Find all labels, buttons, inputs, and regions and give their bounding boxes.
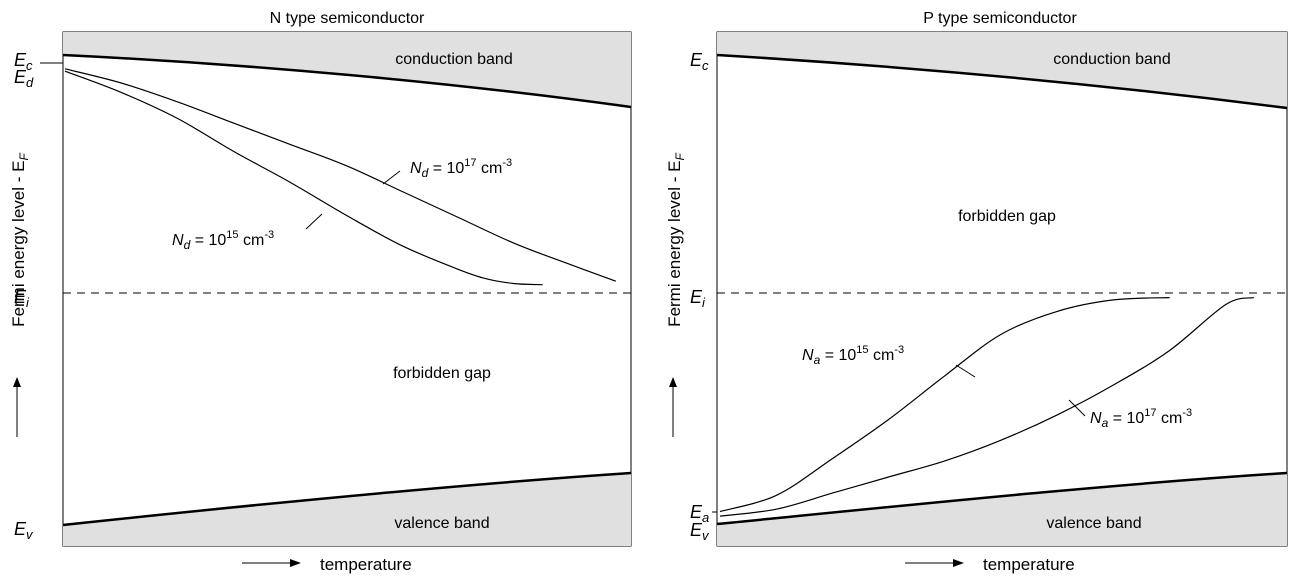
series-label-na-1e15: Na = 1015 cm-3 (802, 344, 904, 367)
level-label-ev: Ev (690, 520, 710, 543)
x-axis-label: temperature (320, 555, 412, 574)
level-label-ec: Ec (14, 50, 33, 73)
series-label-na-1e17: Na = 1017 cm-3 (1090, 407, 1192, 430)
x-axis-arrow (242, 559, 301, 567)
valence-band-edge-line (716, 471, 1288, 526)
panel-title: N type semiconductor (270, 10, 425, 27)
series-line-na-1e17 (719, 297, 1255, 517)
series-line-nd-1e15 (64, 70, 543, 286)
valence-band-region (63, 473, 631, 546)
level-label-ei: Ei (690, 287, 706, 310)
level-label-ec: Ec (690, 50, 709, 73)
x-axis-label: temperature (983, 555, 1075, 574)
leader-line-na-1e17 (1068, 399, 1086, 417)
valence-band-label: valence band (1046, 515, 1141, 532)
conduction-band-label: conduction band (395, 51, 512, 68)
leader-line-na-1e15 (955, 364, 976, 378)
forbidden-gap-label: forbidden gap (393, 365, 491, 382)
y-axis-arrow (13, 377, 21, 437)
series-label-nd-1e15: Nd = 1015 cm-3 (172, 229, 274, 252)
conduction-band-region (717, 32, 1287, 108)
y-axis-arrow (669, 377, 677, 437)
level-label-ei: Ei (14, 287, 30, 310)
valence-band-region (717, 473, 1287, 546)
series-line-nd-1e17 (64, 68, 617, 282)
valence-band-edge-line (62, 471, 632, 527)
leader-line-nd-1e15 (305, 213, 323, 230)
conduction-band-edge-line (716, 53, 1288, 110)
plot-frame (716, 31, 1288, 547)
panel-p-type: P type semiconductor conduction band for… (665, 10, 1288, 574)
conduction-band-edge-line (62, 53, 632, 109)
valence-band-label: valence band (394, 515, 489, 532)
panel-title: P type semiconductor (923, 10, 1077, 27)
forbidden-gap-label: forbidden gap (958, 208, 1056, 225)
leader-line-nd-1e17 (382, 170, 401, 185)
level-label-ev: Ev (14, 519, 34, 542)
y-axis-label: Fermi energy level - EF (9, 153, 31, 327)
y-axis-label: Fermi energy level - EF (665, 153, 687, 327)
level-label-ed: Ed (14, 67, 34, 90)
x-axis-arrow (905, 559, 964, 567)
series-line-na-1e15 (719, 297, 1170, 513)
plot-frame (62, 31, 632, 547)
series-label-nd-1e17: Nd = 1017 cm-3 (410, 157, 512, 180)
panel-n-type: N type semiconductor conduction band for… (9, 10, 632, 574)
conduction-band-label: conduction band (1053, 51, 1170, 68)
level-label-ea: Ea (690, 502, 709, 525)
